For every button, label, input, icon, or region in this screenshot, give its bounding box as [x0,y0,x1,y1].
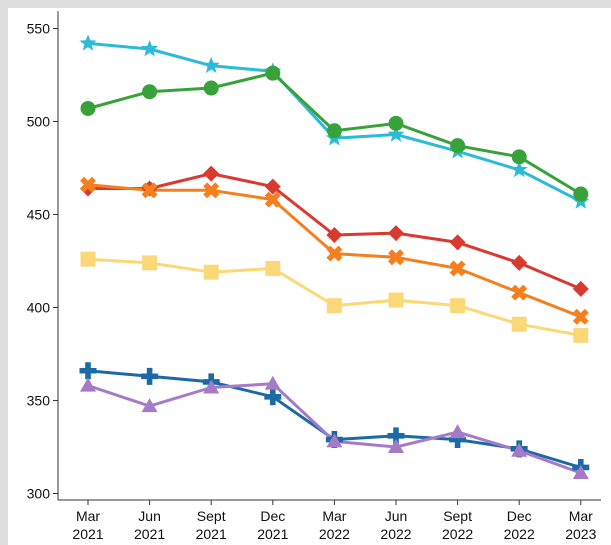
x-tick-label: Sept 2021 [196,508,227,542]
series-markers [79,34,590,480]
data-point [265,260,281,276]
data-point [511,442,528,457]
data-point [80,251,96,267]
data-point [80,176,96,193]
series-line [87,41,582,203]
data-point [80,100,96,116]
series-line [87,382,582,475]
y-tick-label: 450 [27,207,51,223]
data-point [79,362,97,380]
data-point [203,182,220,199]
data-point [142,255,158,271]
y-tick-label: 550 [27,21,51,37]
data-point [264,375,281,390]
data-point [511,254,528,271]
data-point [265,65,281,81]
x-tick-label: Dec 2021 [257,508,288,542]
data-point [388,439,404,453]
y-tick-label: 300 [27,486,51,502]
data-point [573,186,589,202]
x-tick-label: Jun 2022 [380,508,411,542]
data-point [326,226,343,243]
data-point [141,39,159,57]
data-point [449,260,466,277]
data-point [449,234,466,251]
data-point [264,178,281,195]
data-point [387,427,405,445]
x-tick-label: Jun 2021 [134,508,165,542]
data-point [326,123,342,139]
data-point [80,377,96,392]
data-point [572,308,589,325]
series-lines [87,41,582,475]
data-point [388,249,404,266]
data-point [449,431,467,449]
data-point [203,379,220,394]
data-point [326,433,343,448]
data-point [511,284,528,301]
data-point [141,398,158,413]
data-point [326,245,343,262]
y-tick-label: 500 [27,114,51,130]
series-line [87,257,582,337]
data-point [203,80,219,96]
data-point [450,138,466,154]
data-point [141,367,159,385]
y-tick-label: 350 [27,393,51,409]
x-tick-label: Sept 2022 [442,508,473,542]
data-point [572,280,589,297]
data-point [203,264,219,280]
data-point [387,125,405,142]
chart-panel: 300 350 400 450 500 550 Mar 2021 Jun 2021 Sept 2021… [8,8,611,545]
data-point [449,424,466,439]
data-point [510,160,528,178]
data-point [511,149,527,165]
data-point [326,298,342,314]
data-point [79,34,97,51]
data-point [573,327,589,343]
data-point [202,56,220,73]
data-point [141,182,158,199]
y-tick-label: 400 [27,300,51,316]
data-point [572,465,589,480]
data-point [264,388,282,406]
data-point [203,165,220,182]
data-point [142,84,158,100]
x-tick-label: Mar 2022 [319,508,350,542]
line-chart: 300 350 400 450 500 550 Mar 2021 Jun 2021 Sept 2021… [27,11,601,543]
data-point [511,316,527,332]
data-point [264,191,281,208]
series-line [87,369,582,469]
x-tick-label: Mar 2023 [565,508,596,542]
axes [53,11,601,505]
x-tick-label: Mar 2021 [72,508,103,542]
data-point [388,225,404,242]
tick-labels: 300 350 400 450 500 550 Mar 2021 Jun 2021 Sept 2021… [27,21,597,543]
data-point [450,298,466,314]
data-point [388,292,404,308]
x-tick-label: Dec 2022 [504,508,535,542]
data-point [388,115,404,131]
